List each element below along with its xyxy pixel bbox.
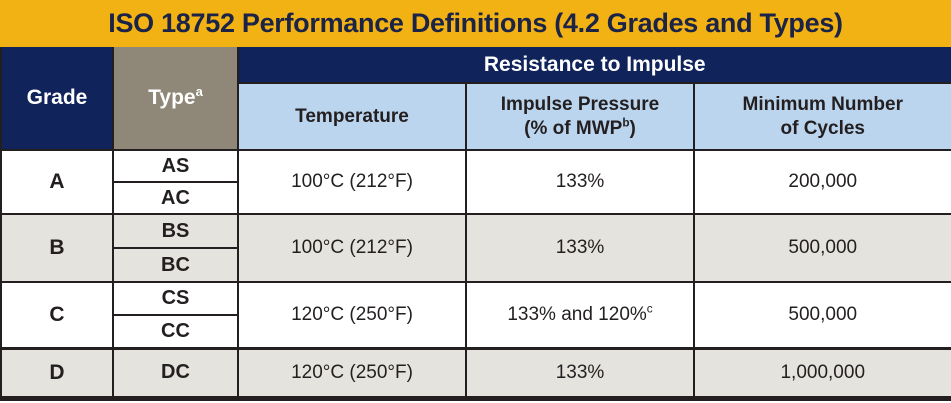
temperature-cell-a: 100°C (212°F) — [237, 149, 467, 215]
performance-table: Grade Typea Resistance to Impulse Temper… — [0, 47, 951, 401]
impulse-pressure-value: 133% and 120% — [507, 303, 647, 325]
type-column-header: Typea — [112, 47, 239, 151]
min-cycles-cell-d: 1,000,000 — [693, 346, 951, 399]
temperature-column-header: Temperature — [237, 83, 467, 151]
table-row-grade-c-bottom: CC — [1, 314, 951, 349]
type-footnote-marker: a — [195, 84, 203, 99]
type-cell-dc: DC — [112, 346, 239, 399]
type-header-label: Type — [148, 86, 196, 109]
type-cell-cs: CS — [112, 281, 239, 316]
page-title: ISO 18752 Performance Definitions (4.2 G… — [108, 8, 843, 38]
table-row-grade-c-top: C CS 120°C (250°F) 133% and 120%c 500,00… — [0, 281, 951, 349]
impulse-pressure-value: 133% — [555, 171, 605, 192]
impulse-pressure-cell-a: 133% — [465, 149, 695, 215]
impulse-pressure-value: 133% — [555, 237, 605, 258]
grade-cell-a: A — [0, 149, 114, 215]
table-row-grade-a-bottom: AC — [1, 181, 951, 215]
grade-cell-b: B — [0, 213, 114, 283]
header-band-row: Grade Typea Resistance to Impulse — [0, 47, 951, 151]
min-cycles-column-header: Minimum Number of Cycles — [693, 83, 951, 151]
temperature-cell-d: 120°C (250°F) — [237, 346, 467, 399]
table-row-grade-a-top: A AS 100°C (212°F) 133% 200,000 — [0, 149, 951, 215]
type-cell-bs: BS — [112, 213, 239, 249]
min-cycles-header-line1: Minimum Number — [742, 94, 903, 116]
temperature-cell-c: 120°C (250°F) — [237, 281, 467, 349]
min-cycles-cell-a: 200,000 — [693, 149, 951, 215]
type-cell-cc: CC — [112, 314, 239, 349]
type-cell-ac: AC — [112, 181, 239, 215]
table-row-grade-b-bottom: BC — [1, 247, 951, 283]
grade-cell-c: C — [0, 281, 114, 349]
impulse-pressure-cell-c: 133% and 120%c — [465, 281, 695, 349]
type-cell-bc: BC — [112, 247, 239, 283]
min-cycles-header-line2: of Cycles — [780, 117, 865, 139]
impulse-pressure-header-line1: Impulse Pressure — [500, 94, 660, 116]
impulse-pressure-cell-d: 133% — [465, 346, 695, 399]
title-bar: ISO 18752 Performance Definitions (4.2 G… — [0, 0, 951, 47]
grade-column-header: Grade — [0, 47, 114, 151]
temperature-cell-b: 100°C (212°F) — [237, 213, 467, 283]
min-cycles-cell-b: 500,000 — [693, 213, 951, 283]
impulse-pressure-value: 133% — [555, 361, 605, 383]
impulse-pressure-header-close: ) — [629, 117, 636, 139]
type-cell-as: AS — [112, 149, 239, 183]
impulse-footnote-marker: c — [646, 302, 653, 316]
table-row-grade-d: D DC 120°C (250°F) 133% 1,000,000 — [0, 346, 951, 399]
min-cycles-cell-c: 500,000 — [693, 281, 951, 349]
impulse-pressure-cell-b: 133% — [465, 213, 695, 283]
impulse-pressure-header-line2: (% of MWP — [524, 117, 623, 139]
grade-cell-d: D — [0, 346, 114, 399]
table-row-grade-b-top: B BS 100°C (212°F) 133% 500,000 — [0, 213, 951, 283]
mwp-footnote-marker: b — [622, 116, 630, 130]
resistance-group-header: Resistance to Impulse — [237, 47, 951, 84]
impulse-pressure-column-header: Impulse Pressure (% of MWPb) — [465, 83, 695, 151]
